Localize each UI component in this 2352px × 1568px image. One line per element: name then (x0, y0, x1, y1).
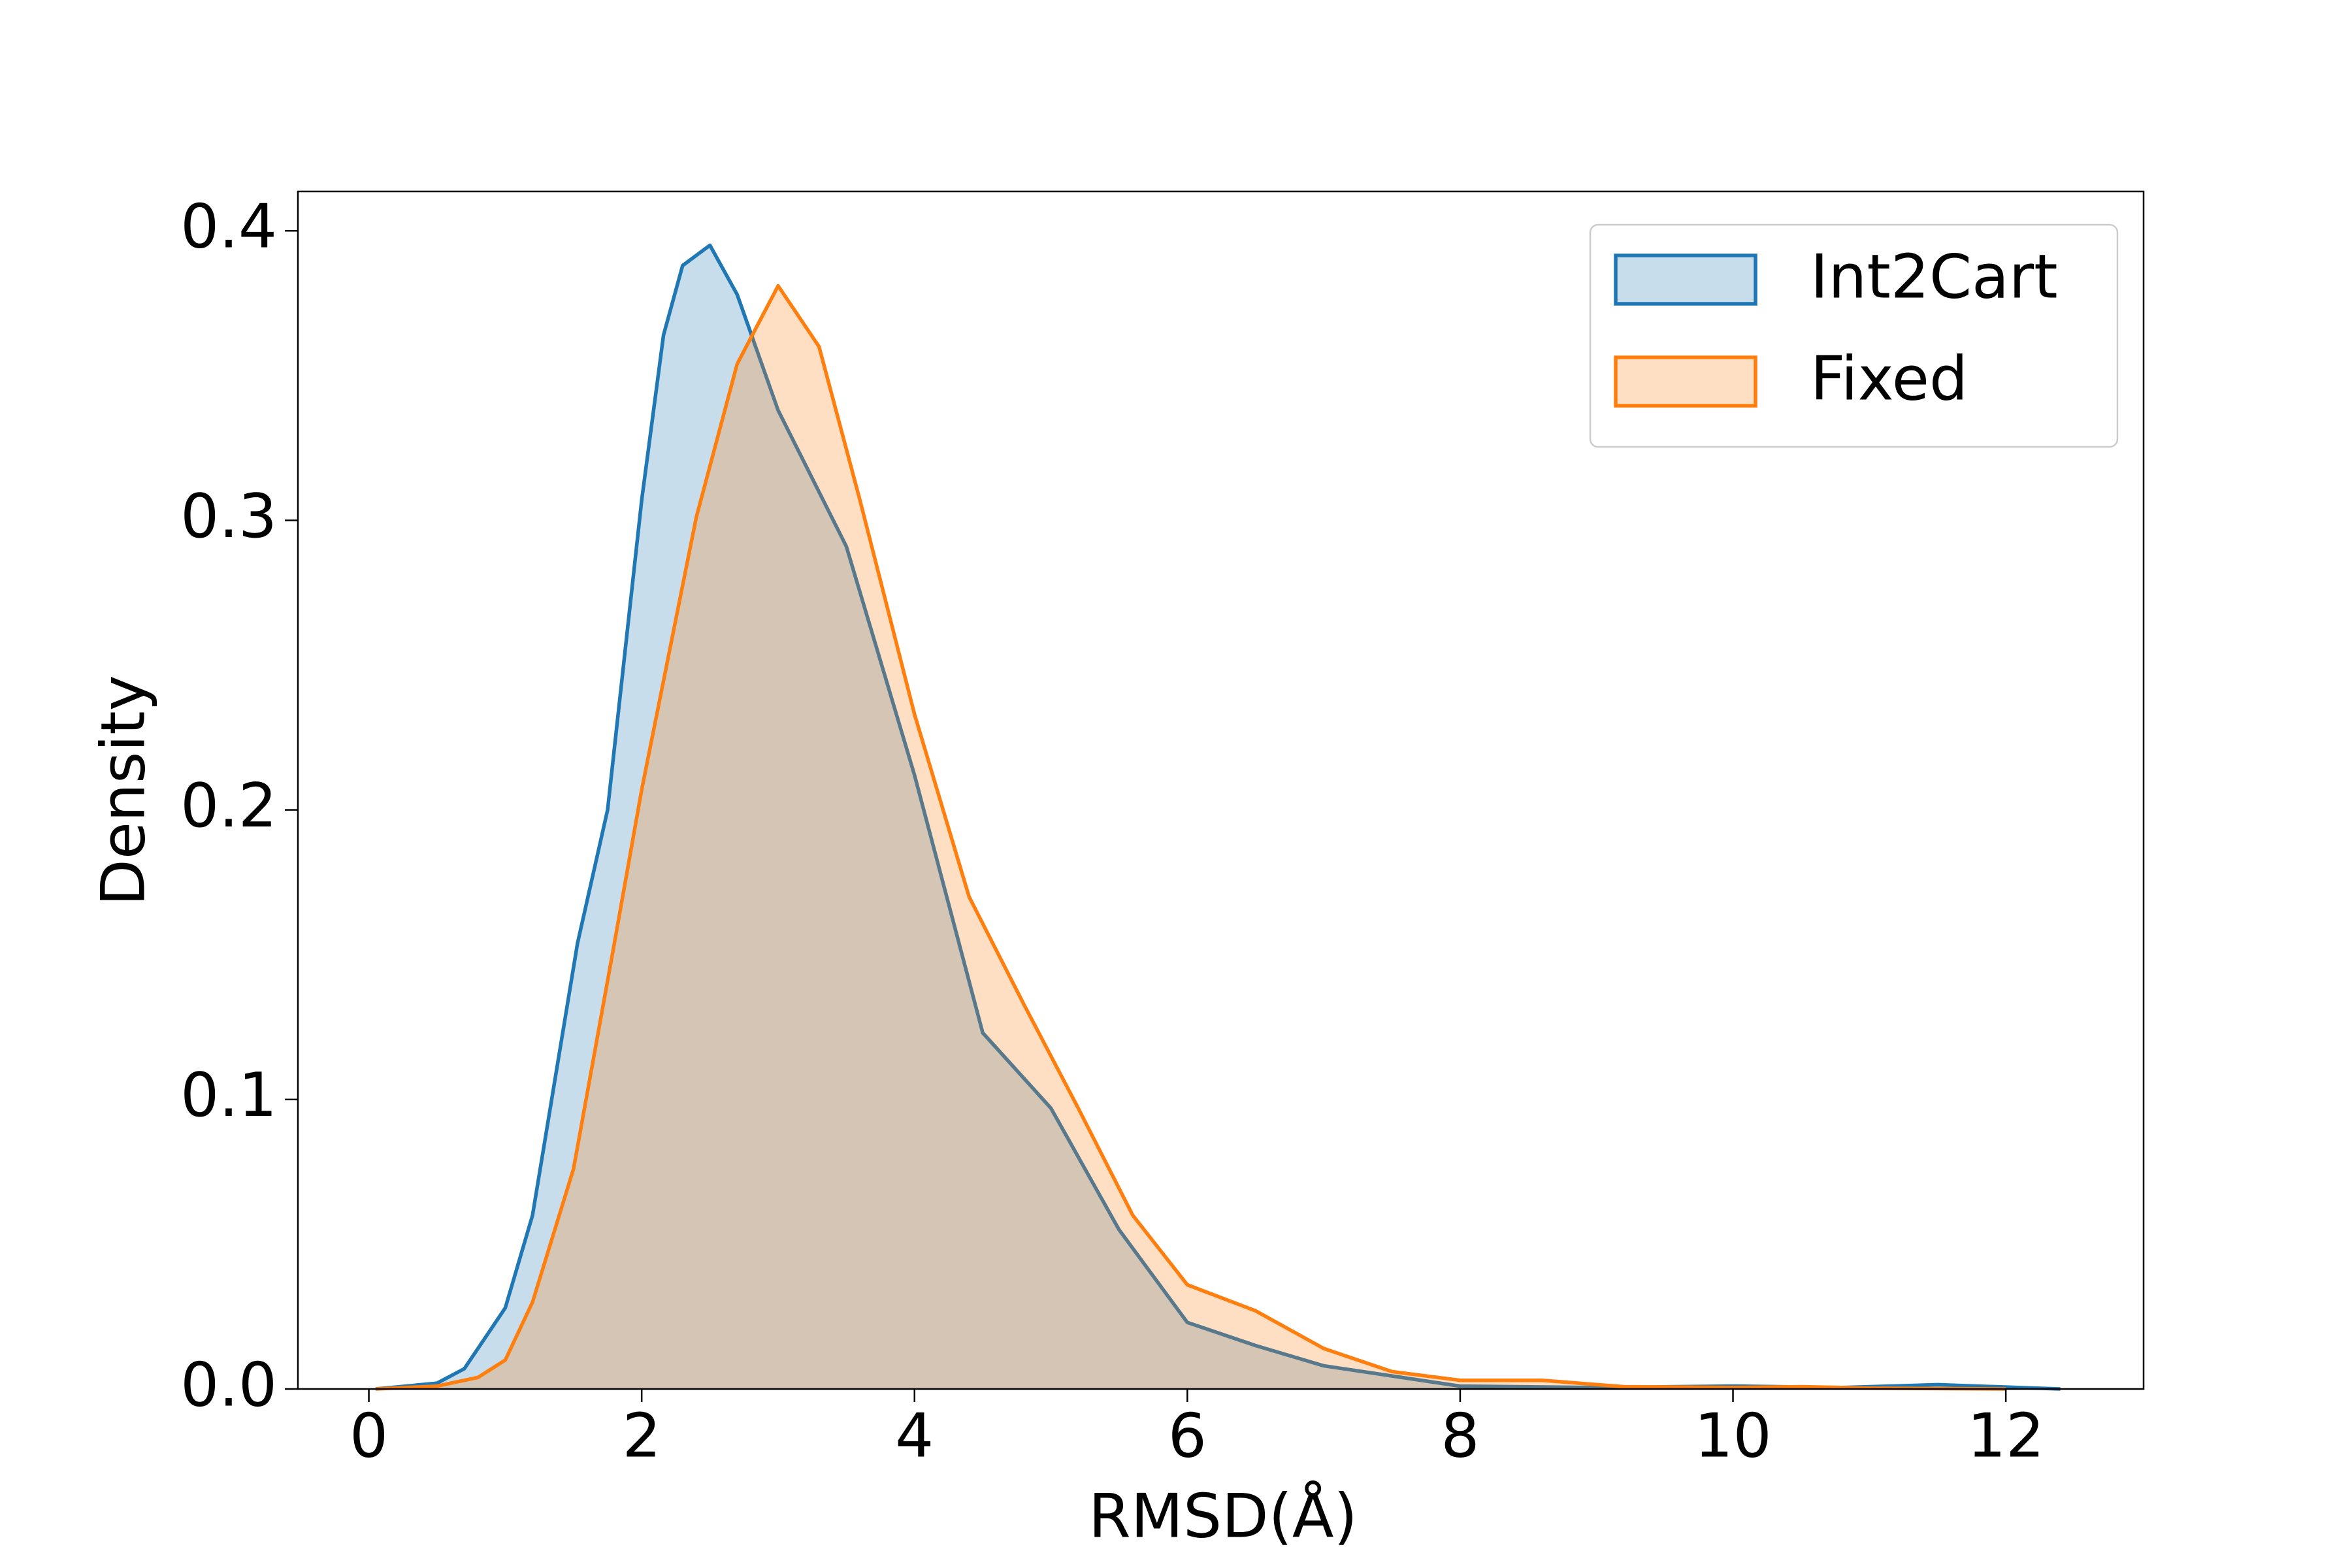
x-tick-label: 10 (1694, 1400, 1771, 1471)
x-tick-label: 6 (1168, 1400, 1207, 1471)
y-axis-label: Density (88, 675, 158, 906)
density-area (376, 245, 2061, 1389)
legend-swatch (1614, 355, 1757, 408)
density-line (375, 284, 2006, 1391)
legend-box (1589, 223, 2119, 448)
y-tick-label: 0.1 (180, 1060, 277, 1130)
x-tick-label: 4 (895, 1400, 934, 1471)
x-tick-label: 8 (1441, 1400, 1479, 1471)
x-tick-label: 0 (350, 1400, 388, 1471)
x-tick-label: 2 (623, 1400, 661, 1471)
x-tick-label: 12 (1967, 1400, 2044, 1471)
legend-label: Int2Cart (1810, 241, 2058, 312)
y-tick-label: 0.3 (180, 481, 277, 551)
legend-swatch (1614, 253, 1757, 306)
density-line (375, 243, 2061, 1391)
legend: Int2Cart Fixed (1589, 223, 2119, 448)
legend-label: Fixed (1810, 343, 1968, 414)
density-area (376, 286, 2006, 1389)
x-axis-label: RMSD(Å) (1088, 1480, 1358, 1551)
y-tick-label: 0.2 (180, 770, 277, 841)
y-tick-label: 0.4 (180, 191, 277, 262)
axes-frame (297, 190, 2145, 1390)
y-tick-label: 0.0 (180, 1349, 277, 1420)
plot-area (375, 243, 2061, 1391)
